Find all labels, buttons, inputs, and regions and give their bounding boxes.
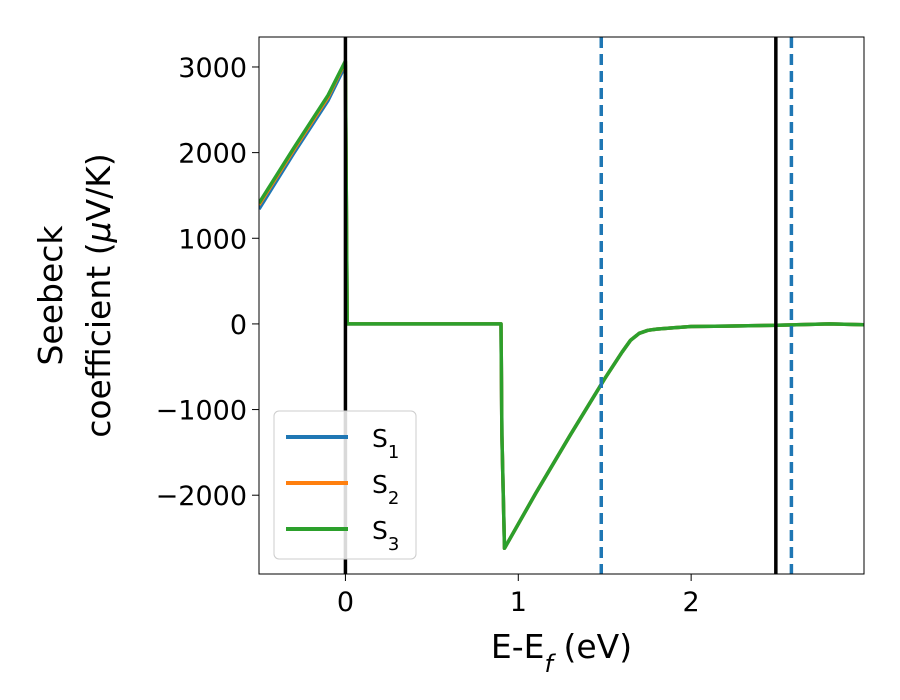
y-tick-label: 0 bbox=[230, 310, 247, 341]
x-tick-label: 2 bbox=[683, 587, 700, 618]
y-tick-label: 2000 bbox=[178, 139, 247, 170]
plot-lines bbox=[259, 37, 864, 574]
legend-label-s2: S2 bbox=[372, 470, 399, 509]
legend-label-s3: S3 bbox=[372, 516, 399, 555]
y-axis-label-line2: coefficient (μV/K) bbox=[79, 153, 118, 438]
y-axis-ticks: 3000 2000 1000 0 −1000 −2000 bbox=[156, 53, 259, 512]
y-axis-label-line1: Seebeck bbox=[31, 225, 70, 366]
y-tick-label: 3000 bbox=[178, 53, 247, 84]
x-tick-label: 0 bbox=[337, 587, 354, 618]
x-tick-label: 1 bbox=[510, 587, 527, 618]
x-axis-label: E-Ef (eV) bbox=[491, 627, 632, 678]
legend-label-s1: S1 bbox=[372, 424, 399, 463]
legend: S1 S2 S3 bbox=[273, 410, 417, 560]
y-tick-label: −2000 bbox=[156, 481, 247, 512]
y-axis-label: Seebeck coefficient (μV/K) bbox=[31, 153, 118, 438]
x-axis-ticks: 0 1 2 bbox=[337, 574, 700, 618]
y-tick-label: −1000 bbox=[156, 396, 247, 427]
y-tick-label: 1000 bbox=[178, 224, 247, 255]
plot-frame bbox=[258, 36, 865, 575]
